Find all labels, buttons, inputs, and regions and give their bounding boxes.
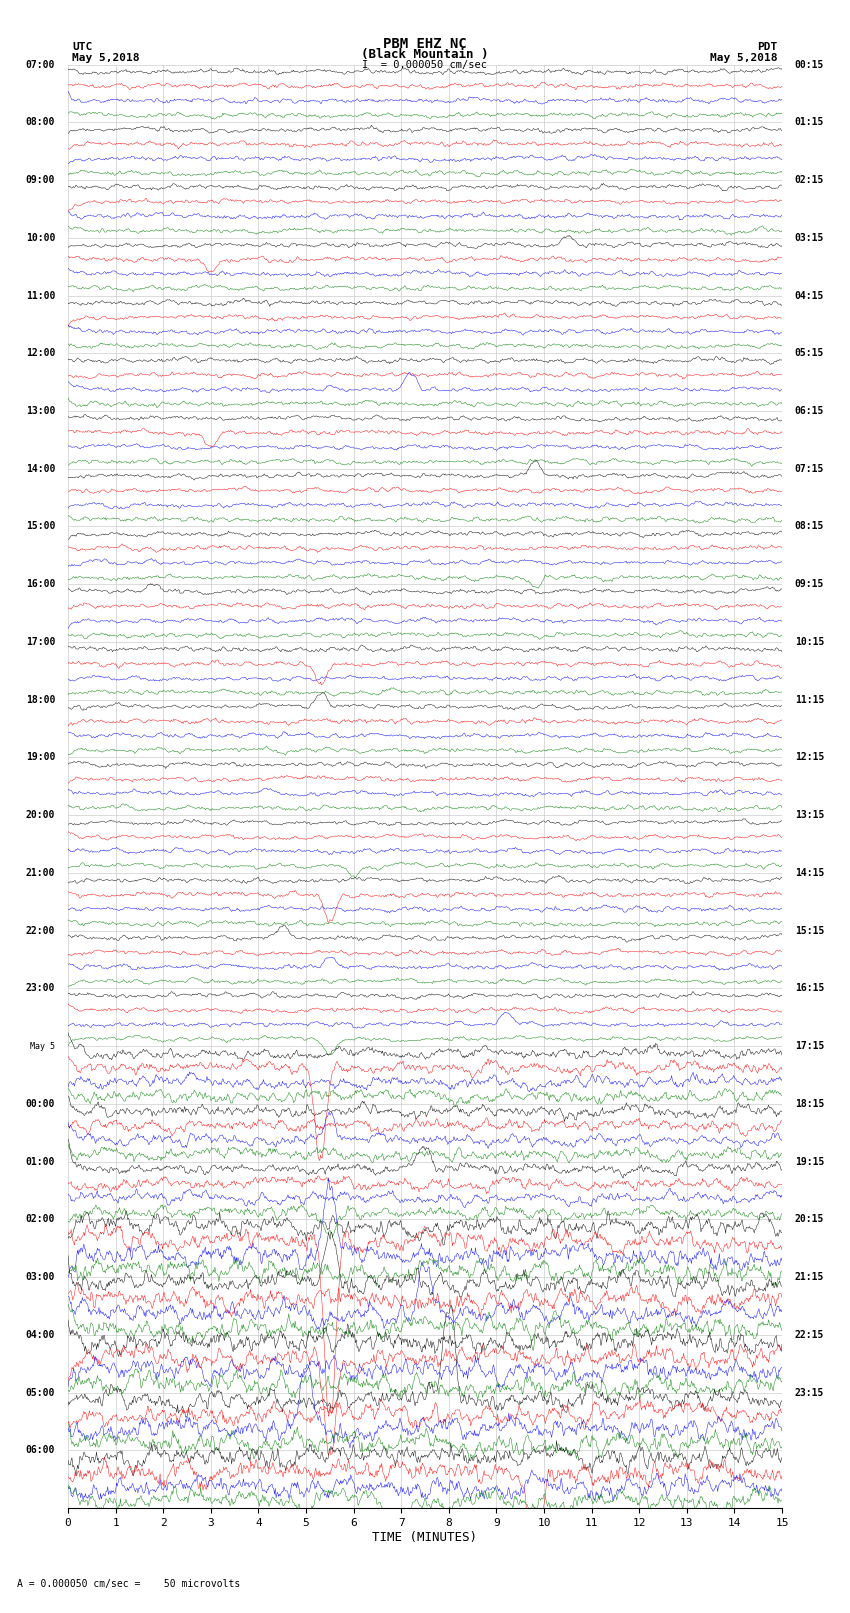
Text: A = 0.000050 cm/sec =    50 microvolts: A = 0.000050 cm/sec = 50 microvolts: [17, 1579, 241, 1589]
Text: 16:15: 16:15: [795, 984, 824, 994]
Text: 02:15: 02:15: [795, 176, 824, 185]
Text: 05:15: 05:15: [795, 348, 824, 358]
Text: 17:15: 17:15: [795, 1042, 824, 1052]
Text: 12:15: 12:15: [795, 753, 824, 763]
Text: 12:00: 12:00: [26, 348, 55, 358]
Text: 10:15: 10:15: [795, 637, 824, 647]
Text: 11:00: 11:00: [26, 290, 55, 300]
Text: PBM EHZ NC: PBM EHZ NC: [383, 37, 467, 52]
Text: 00:00: 00:00: [26, 1098, 55, 1108]
Text: 01:00: 01:00: [26, 1157, 55, 1166]
Text: UTC: UTC: [72, 42, 93, 52]
Text: May 5,2018: May 5,2018: [72, 53, 139, 63]
Text: 05:00: 05:00: [26, 1387, 55, 1397]
Text: 03:15: 03:15: [795, 232, 824, 242]
Text: 13:15: 13:15: [795, 810, 824, 819]
Text: 18:00: 18:00: [26, 695, 55, 705]
Text: 04:00: 04:00: [26, 1331, 55, 1340]
Text: 08:15: 08:15: [795, 521, 824, 531]
Text: 20:15: 20:15: [795, 1215, 824, 1224]
Text: 06:00: 06:00: [26, 1445, 55, 1455]
Text: 00:15: 00:15: [795, 60, 824, 69]
Text: May 5: May 5: [30, 1042, 55, 1050]
Text: 07:00: 07:00: [26, 60, 55, 69]
Text: 04:15: 04:15: [795, 290, 824, 300]
Text: 19:00: 19:00: [26, 753, 55, 763]
Text: PDT: PDT: [757, 42, 778, 52]
Text: 10:00: 10:00: [26, 232, 55, 242]
Text: 14:00: 14:00: [26, 465, 55, 474]
Text: 18:15: 18:15: [795, 1098, 824, 1108]
Text: 17:00: 17:00: [26, 637, 55, 647]
Text: 06:15: 06:15: [795, 406, 824, 416]
Text: 07:15: 07:15: [795, 465, 824, 474]
Text: 22:00: 22:00: [26, 926, 55, 936]
Text: 02:00: 02:00: [26, 1215, 55, 1224]
Text: 15:15: 15:15: [795, 926, 824, 936]
Text: 21:15: 21:15: [795, 1273, 824, 1282]
X-axis label: TIME (MINUTES): TIME (MINUTES): [372, 1531, 478, 1544]
Text: 01:15: 01:15: [795, 118, 824, 127]
Text: 16:00: 16:00: [26, 579, 55, 589]
Text: 15:00: 15:00: [26, 521, 55, 531]
Text: 03:00: 03:00: [26, 1273, 55, 1282]
Text: 13:00: 13:00: [26, 406, 55, 416]
Text: 22:15: 22:15: [795, 1331, 824, 1340]
Text: 11:15: 11:15: [795, 695, 824, 705]
Text: 08:00: 08:00: [26, 118, 55, 127]
Text: 19:15: 19:15: [795, 1157, 824, 1166]
Text: 23:15: 23:15: [795, 1387, 824, 1397]
Text: 14:15: 14:15: [795, 868, 824, 877]
Text: 21:00: 21:00: [26, 868, 55, 877]
Text: 23:00: 23:00: [26, 984, 55, 994]
Text: 09:00: 09:00: [26, 176, 55, 185]
Text: I  = 0.000050 cm/sec: I = 0.000050 cm/sec: [362, 60, 488, 69]
Text: May 5,2018: May 5,2018: [711, 53, 778, 63]
Text: (Black Mountain ): (Black Mountain ): [361, 48, 489, 61]
Text: 09:15: 09:15: [795, 579, 824, 589]
Text: 20:00: 20:00: [26, 810, 55, 819]
